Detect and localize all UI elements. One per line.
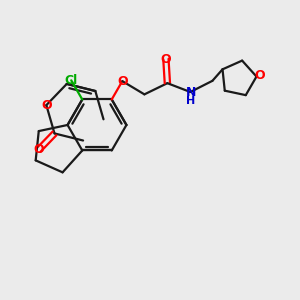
Text: Cl: Cl <box>64 74 78 87</box>
Text: H: H <box>186 96 196 106</box>
Text: O: O <box>41 99 52 112</box>
Text: O: O <box>160 52 171 65</box>
Text: N: N <box>186 85 196 98</box>
Text: O: O <box>117 75 128 88</box>
Text: O: O <box>255 69 265 82</box>
Text: O: O <box>33 143 44 157</box>
